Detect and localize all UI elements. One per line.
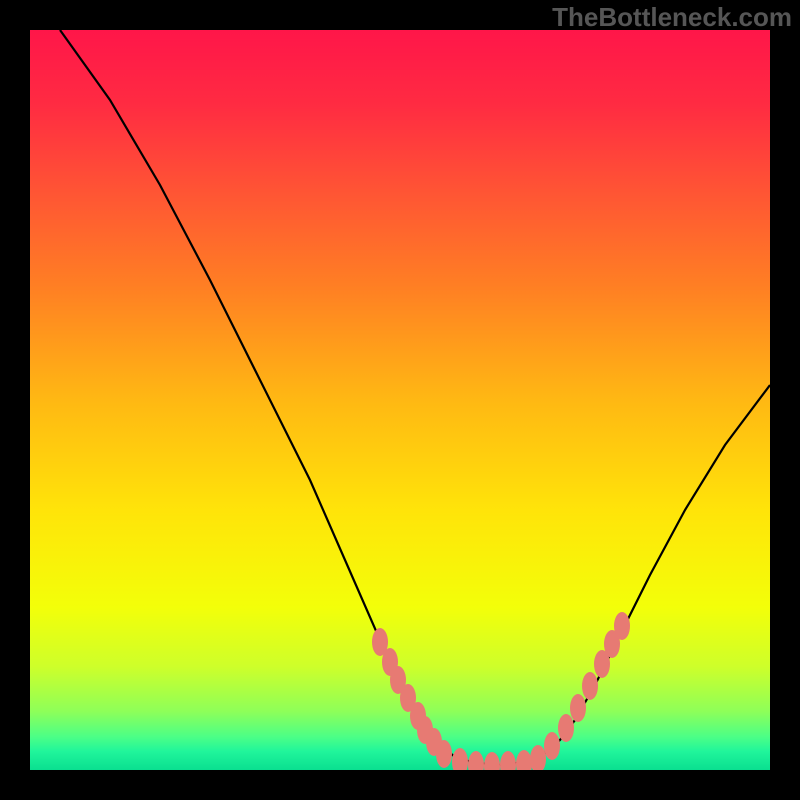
sweet-spot-marker [436, 740, 452, 768]
sweet-spot-marker [614, 612, 630, 640]
sweet-spot-marker [544, 732, 560, 760]
sweet-spot-marker [558, 714, 574, 742]
bottleneck-chart [30, 30, 770, 770]
sweet-spot-marker [570, 694, 586, 722]
sweet-spot-marker [582, 672, 598, 700]
watermark-text: TheBottleneck.com [552, 2, 792, 33]
plot-background [30, 30, 770, 770]
